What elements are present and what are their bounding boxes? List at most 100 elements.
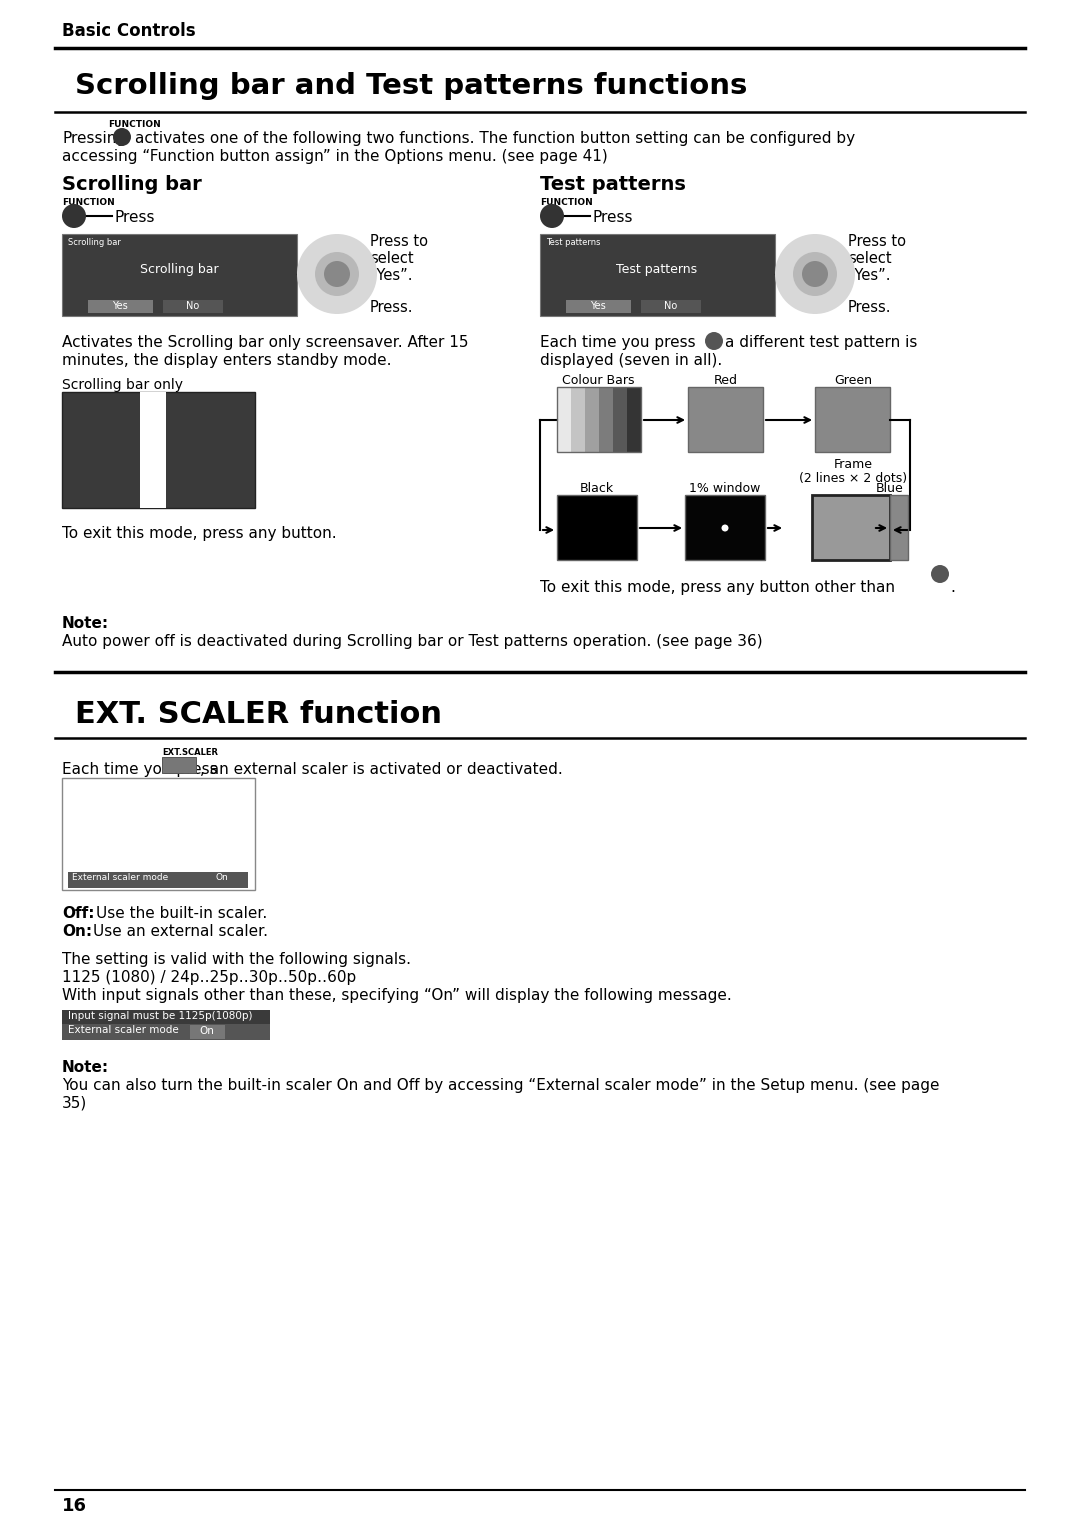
Text: Press.: Press. [370,299,414,315]
Text: Press: Press [592,209,633,225]
Text: Input signal must be 1125p(1080p): Input signal must be 1125p(1080p) [68,1012,253,1021]
Text: No: No [187,301,200,312]
Text: ok: ok [708,336,719,345]
Text: Scrolling bar only: Scrolling bar only [62,377,183,393]
Text: Red: Red [714,374,738,387]
Circle shape [315,252,359,296]
Text: Scrolling bar and Test patterns functions: Scrolling bar and Test patterns function… [75,72,747,99]
Text: Test patterns: Test patterns [540,176,686,194]
FancyBboxPatch shape [815,387,890,452]
FancyBboxPatch shape [627,387,642,452]
Text: , an external scaler is activated or deactivated.: , an external scaler is activated or dea… [200,762,563,778]
FancyBboxPatch shape [62,1010,270,1024]
FancyBboxPatch shape [613,387,627,452]
Circle shape [721,524,729,532]
FancyBboxPatch shape [557,495,637,559]
Text: ok: ok [935,570,945,579]
Text: Press to: Press to [848,234,906,249]
Circle shape [297,234,377,313]
Text: Note:: Note: [62,616,109,631]
Text: Basic Controls: Basic Controls [62,21,195,40]
Circle shape [793,252,837,296]
Circle shape [62,205,86,228]
Text: FUNCTION: FUNCTION [540,199,593,206]
Text: Off:: Off: [62,906,95,921]
Text: EXT. SCALER function: EXT. SCALER function [75,700,442,729]
FancyBboxPatch shape [557,387,571,452]
FancyBboxPatch shape [163,299,222,313]
Text: External scaler mode: External scaler mode [68,1025,179,1034]
Text: accessing “Function button assign” in the Options menu. (see page 41): accessing “Function button assign” in th… [62,150,608,163]
Text: OK: OK [330,270,343,280]
Circle shape [705,332,723,350]
FancyBboxPatch shape [812,495,890,559]
Text: With input signals other than these, specifying “On” will display the following : With input signals other than these, spe… [62,989,732,1002]
FancyBboxPatch shape [585,387,599,452]
Text: Scrolling bar: Scrolling bar [139,263,218,277]
Text: minutes, the display enters standby mode.: minutes, the display enters standby mode… [62,353,391,368]
Text: To exit this mode, press any button.: To exit this mode, press any button. [62,526,337,541]
FancyBboxPatch shape [62,778,255,889]
Circle shape [324,261,350,287]
Text: EXT.SCALER: EXT.SCALER [162,749,218,756]
FancyBboxPatch shape [87,299,153,313]
FancyBboxPatch shape [890,495,908,559]
Text: Use the built-in scaler.: Use the built-in scaler. [96,906,267,921]
Text: 1125 (1080) / 24p‥25p‥30p‥50p‥60p: 1125 (1080) / 24p‥25p‥30p‥50p‥60p [62,970,356,986]
Text: “Yes”.: “Yes”. [848,267,891,283]
FancyBboxPatch shape [62,1024,270,1041]
Text: Colour Bars: Colour Bars [562,374,634,387]
Text: FUNCTION: FUNCTION [62,199,114,206]
FancyBboxPatch shape [190,1025,225,1039]
Text: Auto power off is deactivated during Scrolling bar or Test patterns operation. (: Auto power off is deactivated during Scr… [62,634,762,649]
FancyBboxPatch shape [571,387,585,452]
Text: On:: On: [62,924,92,940]
Text: Blue: Blue [876,481,904,495]
FancyBboxPatch shape [540,234,775,316]
Circle shape [540,205,564,228]
Text: Note:: Note: [62,1060,109,1076]
Text: Press: Press [114,209,154,225]
Text: Pressing: Pressing [62,131,126,147]
Text: No: No [664,301,677,312]
Text: 1% window: 1% window [689,481,760,495]
Text: 35): 35) [62,1096,87,1111]
FancyBboxPatch shape [642,299,701,313]
Text: (2 lines × 2 dots): (2 lines × 2 dots) [799,472,907,484]
Text: Yes: Yes [112,301,127,312]
Circle shape [775,234,855,313]
FancyBboxPatch shape [685,495,765,559]
Text: Press to: Press to [370,234,428,249]
Text: select: select [848,251,892,266]
Text: Scrolling bar: Scrolling bar [68,238,121,248]
Text: Scrolling bar: Scrolling bar [62,176,202,194]
Text: 16: 16 [62,1497,87,1514]
Text: You can also turn the built-in scaler On and Off by accessing “External scaler m: You can also turn the built-in scaler On… [62,1077,940,1093]
Text: Each time you press: Each time you press [62,762,218,778]
Text: .: . [950,581,955,594]
FancyBboxPatch shape [62,234,297,316]
Text: The setting is valid with the following signals.: The setting is valid with the following … [62,952,411,967]
Text: a different test pattern is: a different test pattern is [725,335,917,350]
Text: Test patterns: Test patterns [546,238,600,248]
Text: Frame: Frame [834,458,873,471]
FancyBboxPatch shape [566,299,631,313]
Text: select: select [370,251,414,266]
Text: On: On [200,1025,215,1036]
Text: Green: Green [834,374,872,387]
Text: Yes: Yes [590,301,606,312]
FancyBboxPatch shape [688,387,762,452]
FancyBboxPatch shape [62,393,255,507]
Circle shape [113,128,131,147]
FancyBboxPatch shape [599,387,613,452]
Text: displayed (seven in all).: displayed (seven in all). [540,353,723,368]
Text: External scaler mode: External scaler mode [72,872,168,882]
Text: activates one of the following two functions. The function button setting can be: activates one of the following two funct… [135,131,855,147]
Text: Black: Black [580,481,615,495]
Text: On: On [215,872,228,882]
FancyBboxPatch shape [162,756,195,773]
Circle shape [931,565,949,584]
FancyBboxPatch shape [68,872,248,888]
Circle shape [802,261,828,287]
FancyBboxPatch shape [140,393,166,507]
